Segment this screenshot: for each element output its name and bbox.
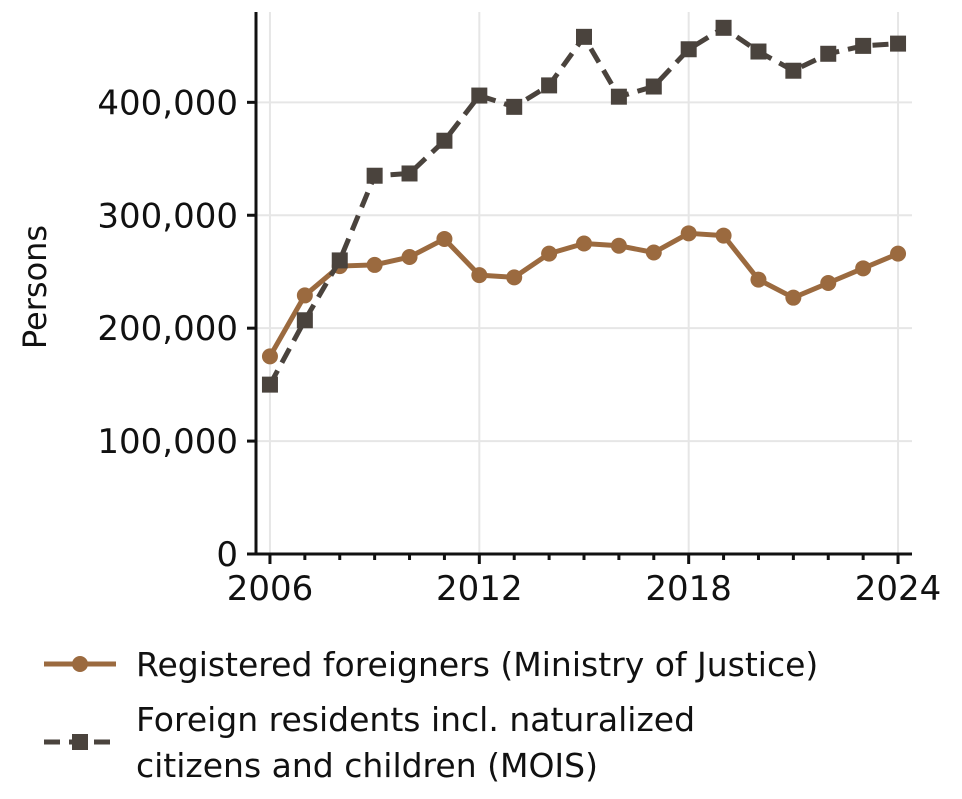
data-point [506, 269, 523, 286]
legend: Registered foreigners (Ministry of Justi… [44, 645, 818, 785]
series-1 [261, 225, 907, 365]
data-point [750, 271, 767, 288]
data-point [261, 348, 278, 365]
y-tick-label: 400,000 [97, 83, 238, 123]
data-point [680, 225, 697, 242]
data-point [820, 45, 837, 62]
data-point [576, 235, 592, 252]
legend-item-1: Registered foreigners (Ministry of Justi… [44, 645, 818, 684]
tick-labels: 0 100,000 200,000 300,000 400,000 2006 2012 201… [97, 83, 941, 609]
data-point [436, 132, 453, 149]
legend-label: citizens and children (MOIS) [136, 746, 598, 785]
data-point [366, 256, 383, 273]
y-tick-label: 300,000 [97, 196, 238, 236]
y-tick-label: 200,000 [97, 309, 238, 349]
legend-item-2: Foreign residents incl. naturalized citiz… [44, 700, 695, 785]
y-axis-title: Persons [16, 225, 54, 349]
legend-label: Foreign residents incl. naturalized [136, 700, 695, 739]
data-point [296, 312, 313, 329]
data-point [785, 62, 802, 79]
y-tick-label: 100,000 [97, 422, 238, 462]
grid-lines [256, 12, 912, 554]
data-point [645, 78, 662, 95]
data-point [296, 287, 313, 304]
data-point [471, 267, 488, 284]
data-point [610, 88, 627, 105]
data-point [331, 252, 348, 269]
data-point [366, 167, 383, 184]
legend-label: Registered foreigners (Ministry of Justi… [136, 645, 818, 684]
data-point [576, 28, 592, 45]
series-2 [261, 19, 907, 393]
data-point [750, 43, 767, 60]
data-point [820, 275, 837, 291]
data-point [890, 245, 907, 262]
data-point [471, 87, 488, 104]
data-point [680, 41, 697, 58]
data-point [541, 77, 558, 94]
x-tick-label: 2018 [645, 569, 732, 609]
data-point [261, 376, 278, 393]
data-point [785, 289, 802, 306]
x-tick-label: 2012 [436, 569, 523, 609]
data-point [715, 227, 732, 244]
data-point [890, 35, 907, 52]
series-line [267, 25, 899, 386]
series-line [267, 230, 900, 358]
axes [247, 12, 912, 564]
data-point [610, 237, 627, 254]
data-point [855, 260, 872, 277]
data-point [506, 98, 523, 115]
legend-marker [72, 656, 88, 672]
y-tick-label: 0 [216, 535, 238, 575]
data-point [855, 37, 872, 54]
x-tick-label: 2006 [227, 569, 314, 609]
x-tick-label: 2024 [855, 569, 942, 609]
data-point [401, 249, 418, 266]
data-point [541, 245, 558, 262]
data-point [645, 244, 662, 261]
legend-marker [72, 734, 88, 750]
plot-area [261, 19, 907, 393]
data-point [401, 165, 418, 182]
data-point [436, 230, 453, 247]
data-point [715, 19, 732, 36]
